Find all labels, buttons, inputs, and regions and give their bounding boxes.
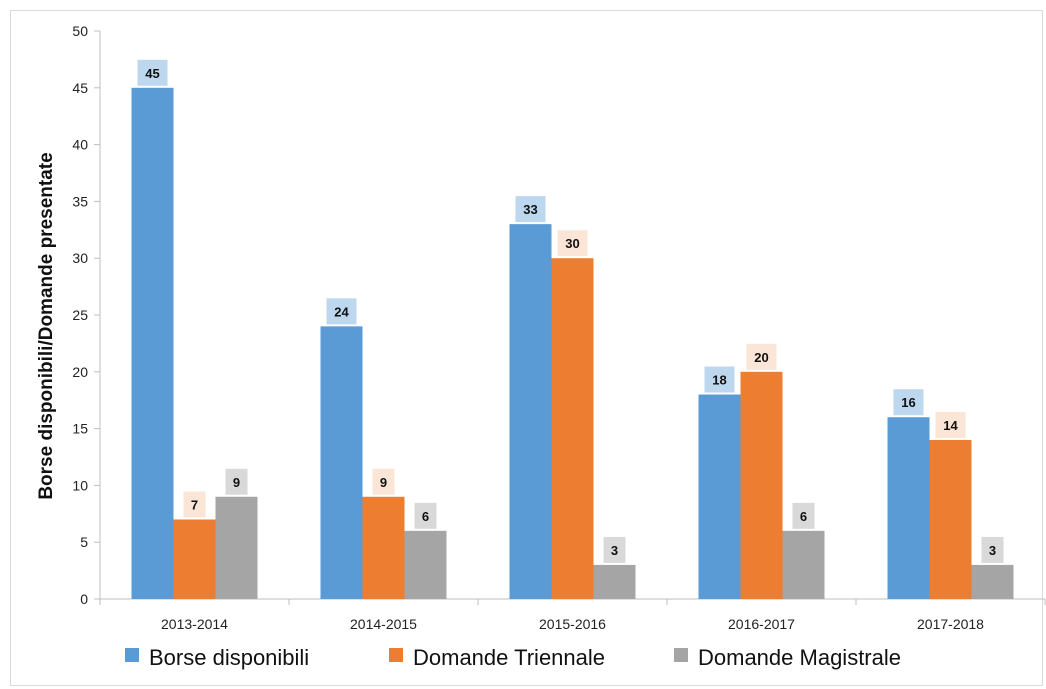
data-label-box bbox=[225, 468, 248, 495]
data-label: 6 bbox=[800, 509, 807, 524]
data-label: 33 bbox=[523, 202, 537, 217]
x-tick-label: 2015-2016 bbox=[539, 616, 606, 632]
y-tick-label: 35 bbox=[72, 193, 88, 209]
data-label-box bbox=[704, 366, 735, 393]
data-label-box bbox=[935, 411, 966, 438]
legend-swatch bbox=[125, 648, 139, 662]
bar bbox=[593, 564, 636, 599]
data-label-box bbox=[981, 536, 1004, 563]
data-label: 24 bbox=[334, 304, 349, 319]
legend-entry: Domande Magistrale bbox=[698, 645, 901, 670]
data-label: 30 bbox=[565, 236, 579, 251]
legend-entry: Domande Triennale bbox=[413, 645, 605, 670]
data-label-box bbox=[557, 230, 588, 257]
legend-swatch bbox=[674, 648, 688, 662]
data-label: 7 bbox=[191, 497, 198, 512]
y-tick-label: 45 bbox=[72, 80, 88, 96]
y-tick-label: 50 bbox=[72, 23, 88, 39]
data-label-box bbox=[372, 468, 395, 495]
data-label: 6 bbox=[422, 509, 429, 524]
data-label-box bbox=[893, 389, 924, 416]
bar bbox=[404, 530, 447, 599]
bars-group bbox=[131, 87, 1014, 600]
bar bbox=[887, 417, 930, 599]
bar bbox=[173, 519, 216, 599]
bar bbox=[131, 87, 174, 600]
data-label: 18 bbox=[712, 373, 726, 388]
data-label: 3 bbox=[989, 543, 996, 558]
y-tick-label: 15 bbox=[72, 421, 88, 437]
y-tick-label: 25 bbox=[72, 307, 88, 323]
y-tick-label: 10 bbox=[72, 477, 88, 493]
x-tick-label: 2013-2014 bbox=[161, 616, 228, 632]
y-tick-label: 0 bbox=[80, 591, 88, 607]
data-label: 9 bbox=[233, 475, 240, 490]
data-label: 20 bbox=[754, 350, 768, 365]
data-label: 16 bbox=[901, 395, 915, 410]
data-label-box bbox=[603, 536, 626, 563]
data-label-box bbox=[183, 491, 206, 518]
legend-entry: Borse disponibili bbox=[149, 645, 309, 670]
data-label: 14 bbox=[943, 418, 958, 433]
y-axis-label: Borse disponibili/Domande presentate bbox=[36, 152, 57, 499]
bar bbox=[551, 258, 594, 599]
bar bbox=[215, 496, 258, 599]
x-tick-label: 2016-2017 bbox=[728, 616, 795, 632]
bar bbox=[320, 326, 363, 599]
data-label-box bbox=[515, 196, 546, 223]
x-tick-label: 2017-2018 bbox=[917, 616, 984, 632]
data-label-box bbox=[414, 502, 437, 529]
bar bbox=[782, 530, 825, 599]
bar bbox=[971, 564, 1014, 599]
x-tick-label: 2014-2015 bbox=[350, 616, 417, 632]
data-label: 9 bbox=[380, 475, 387, 490]
bar bbox=[362, 496, 405, 599]
data-label: 45 bbox=[145, 66, 159, 81]
y-tick-label: 5 bbox=[80, 534, 88, 550]
y-tick-label: 40 bbox=[72, 137, 88, 153]
y-tick-label: 30 bbox=[72, 250, 88, 266]
data-label-box bbox=[326, 298, 357, 325]
data-label-box bbox=[137, 59, 168, 86]
legend: Borse disponibili Domande Triennale Domand… bbox=[125, 645, 901, 670]
y-tick-label: 20 bbox=[72, 364, 88, 380]
bar bbox=[929, 439, 972, 599]
data-label: 3 bbox=[611, 543, 618, 558]
bar bbox=[509, 224, 552, 599]
legend-swatch bbox=[389, 648, 403, 662]
data-label-box bbox=[792, 502, 815, 529]
bar bbox=[698, 394, 741, 599]
data-labels-group: 45 7 9 24 9 6 33 30 3 18 20 6 16 14 3 bbox=[137, 59, 1004, 563]
data-label-box bbox=[746, 343, 777, 370]
bar bbox=[740, 371, 783, 599]
